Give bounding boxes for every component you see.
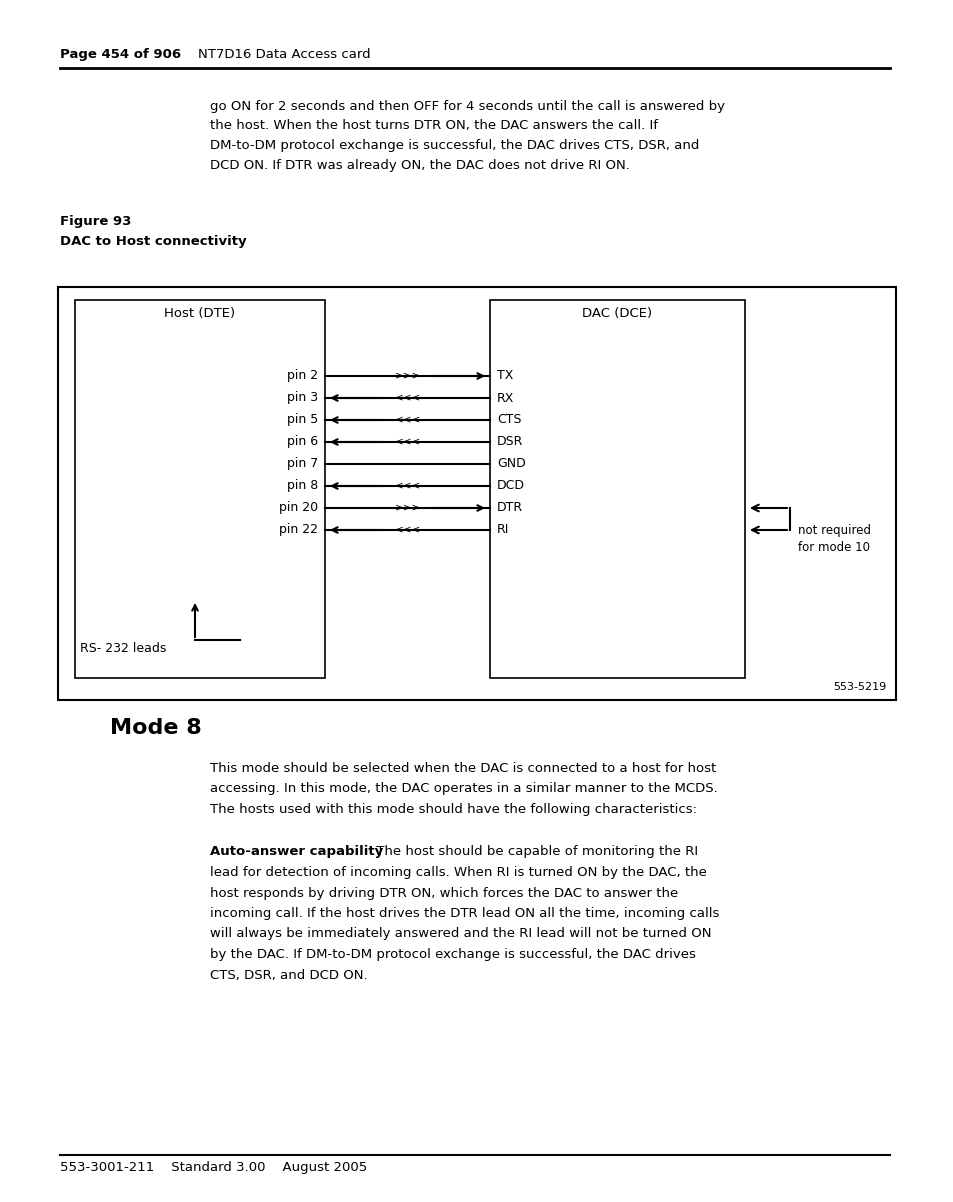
Text: incoming call. If the host drives the DTR lead ON all the time, incoming calls: incoming call. If the host drives the DT… [210, 908, 719, 920]
Text: <<<: <<< [394, 415, 420, 426]
Text: DCD ON. If DTR was already ON, the DAC does not drive RI ON.: DCD ON. If DTR was already ON, the DAC d… [210, 159, 629, 172]
Text: Mode 8: Mode 8 [110, 718, 201, 738]
Text: Auto-answer capability: Auto-answer capability [210, 845, 383, 858]
Bar [58, 287, 895, 700]
Text: 553-3001-211    Standard 3.00    August 2005: 553-3001-211 Standard 3.00 August 2005 [60, 1161, 367, 1174]
Text: pin 3: pin 3 [287, 392, 317, 405]
Text: lead for detection of incoming calls. When RI is turned ON by the DAC, the: lead for detection of incoming calls. Wh… [210, 865, 706, 879]
Text: RI: RI [497, 524, 509, 536]
Text: host responds by driving DTR ON, which forces the DAC to answer the: host responds by driving DTR ON, which f… [210, 887, 678, 899]
Text: DSR: DSR [497, 435, 523, 448]
Text: DM-to-DM protocol exchange is successful, the DAC drives CTS, DSR, and: DM-to-DM protocol exchange is successful… [210, 139, 699, 151]
Text: The hosts used with this mode should have the following characteristics:: The hosts used with this mode should hav… [210, 803, 697, 816]
Text: pin 7: pin 7 [287, 458, 317, 470]
Text: This mode should be selected when the DAC is connected to a host for host: This mode should be selected when the DA… [210, 762, 716, 775]
Text: NT7D16 Data Access card: NT7D16 Data Access card [198, 48, 370, 61]
Text: by the DAC. If DM-to-DM protocol exchange is successful, the DAC drives: by the DAC. If DM-to-DM protocol exchang… [210, 948, 695, 962]
Text: RS- 232 leads: RS- 232 leads [80, 642, 166, 655]
Text: <<<: <<< [394, 525, 420, 535]
Text: >>>: >>> [394, 502, 420, 513]
Text: Host (DTE): Host (DTE) [164, 307, 235, 320]
Text: The host should be capable of monitoring the RI: The host should be capable of monitoring… [372, 845, 698, 858]
Text: accessing. In this mode, the DAC operates in a similar manner to the MCDS.: accessing. In this mode, the DAC operate… [210, 783, 717, 796]
Text: the host. When the host turns DTR ON, the DAC answers the call. If: the host. When the host turns DTR ON, th… [210, 119, 658, 132]
Text: <<<: <<< [394, 393, 420, 403]
Text: for mode 10: for mode 10 [797, 541, 869, 554]
Text: DTR: DTR [497, 501, 522, 514]
Text: will always be immediately answered and the RI lead will not be turned ON: will always be immediately answered and … [210, 928, 711, 940]
Text: pin 5: pin 5 [287, 413, 317, 427]
Text: pin 2: pin 2 [287, 369, 317, 382]
Text: 553-5219: 553-5219 [832, 682, 885, 692]
Bar [75, 300, 325, 678]
Text: RX: RX [497, 392, 514, 405]
Text: DAC (DCE): DAC (DCE) [582, 307, 652, 320]
Text: <<<: <<< [394, 438, 420, 447]
Text: TX: TX [497, 369, 513, 382]
Text: go ON for 2 seconds and then OFF for 4 seconds until the call is answered by: go ON for 2 seconds and then OFF for 4 s… [210, 100, 724, 113]
Text: DCD: DCD [497, 480, 524, 493]
Text: pin 22: pin 22 [278, 524, 317, 536]
Text: CTS: CTS [497, 413, 521, 427]
Text: not required: not required [797, 524, 870, 537]
Text: GND: GND [497, 458, 525, 470]
Text: DAC to Host connectivity: DAC to Host connectivity [60, 236, 247, 248]
Text: >>>: >>> [394, 371, 420, 381]
Text: Figure 93: Figure 93 [60, 215, 132, 228]
Text: pin 6: pin 6 [287, 435, 317, 448]
Text: Page 454 of 906: Page 454 of 906 [60, 48, 181, 61]
Text: pin 8: pin 8 [287, 480, 317, 493]
Text: pin 20: pin 20 [278, 501, 317, 514]
Text: CTS, DSR, and DCD ON.: CTS, DSR, and DCD ON. [210, 969, 367, 982]
Text: <<<: <<< [394, 481, 420, 490]
Bar [490, 300, 744, 678]
